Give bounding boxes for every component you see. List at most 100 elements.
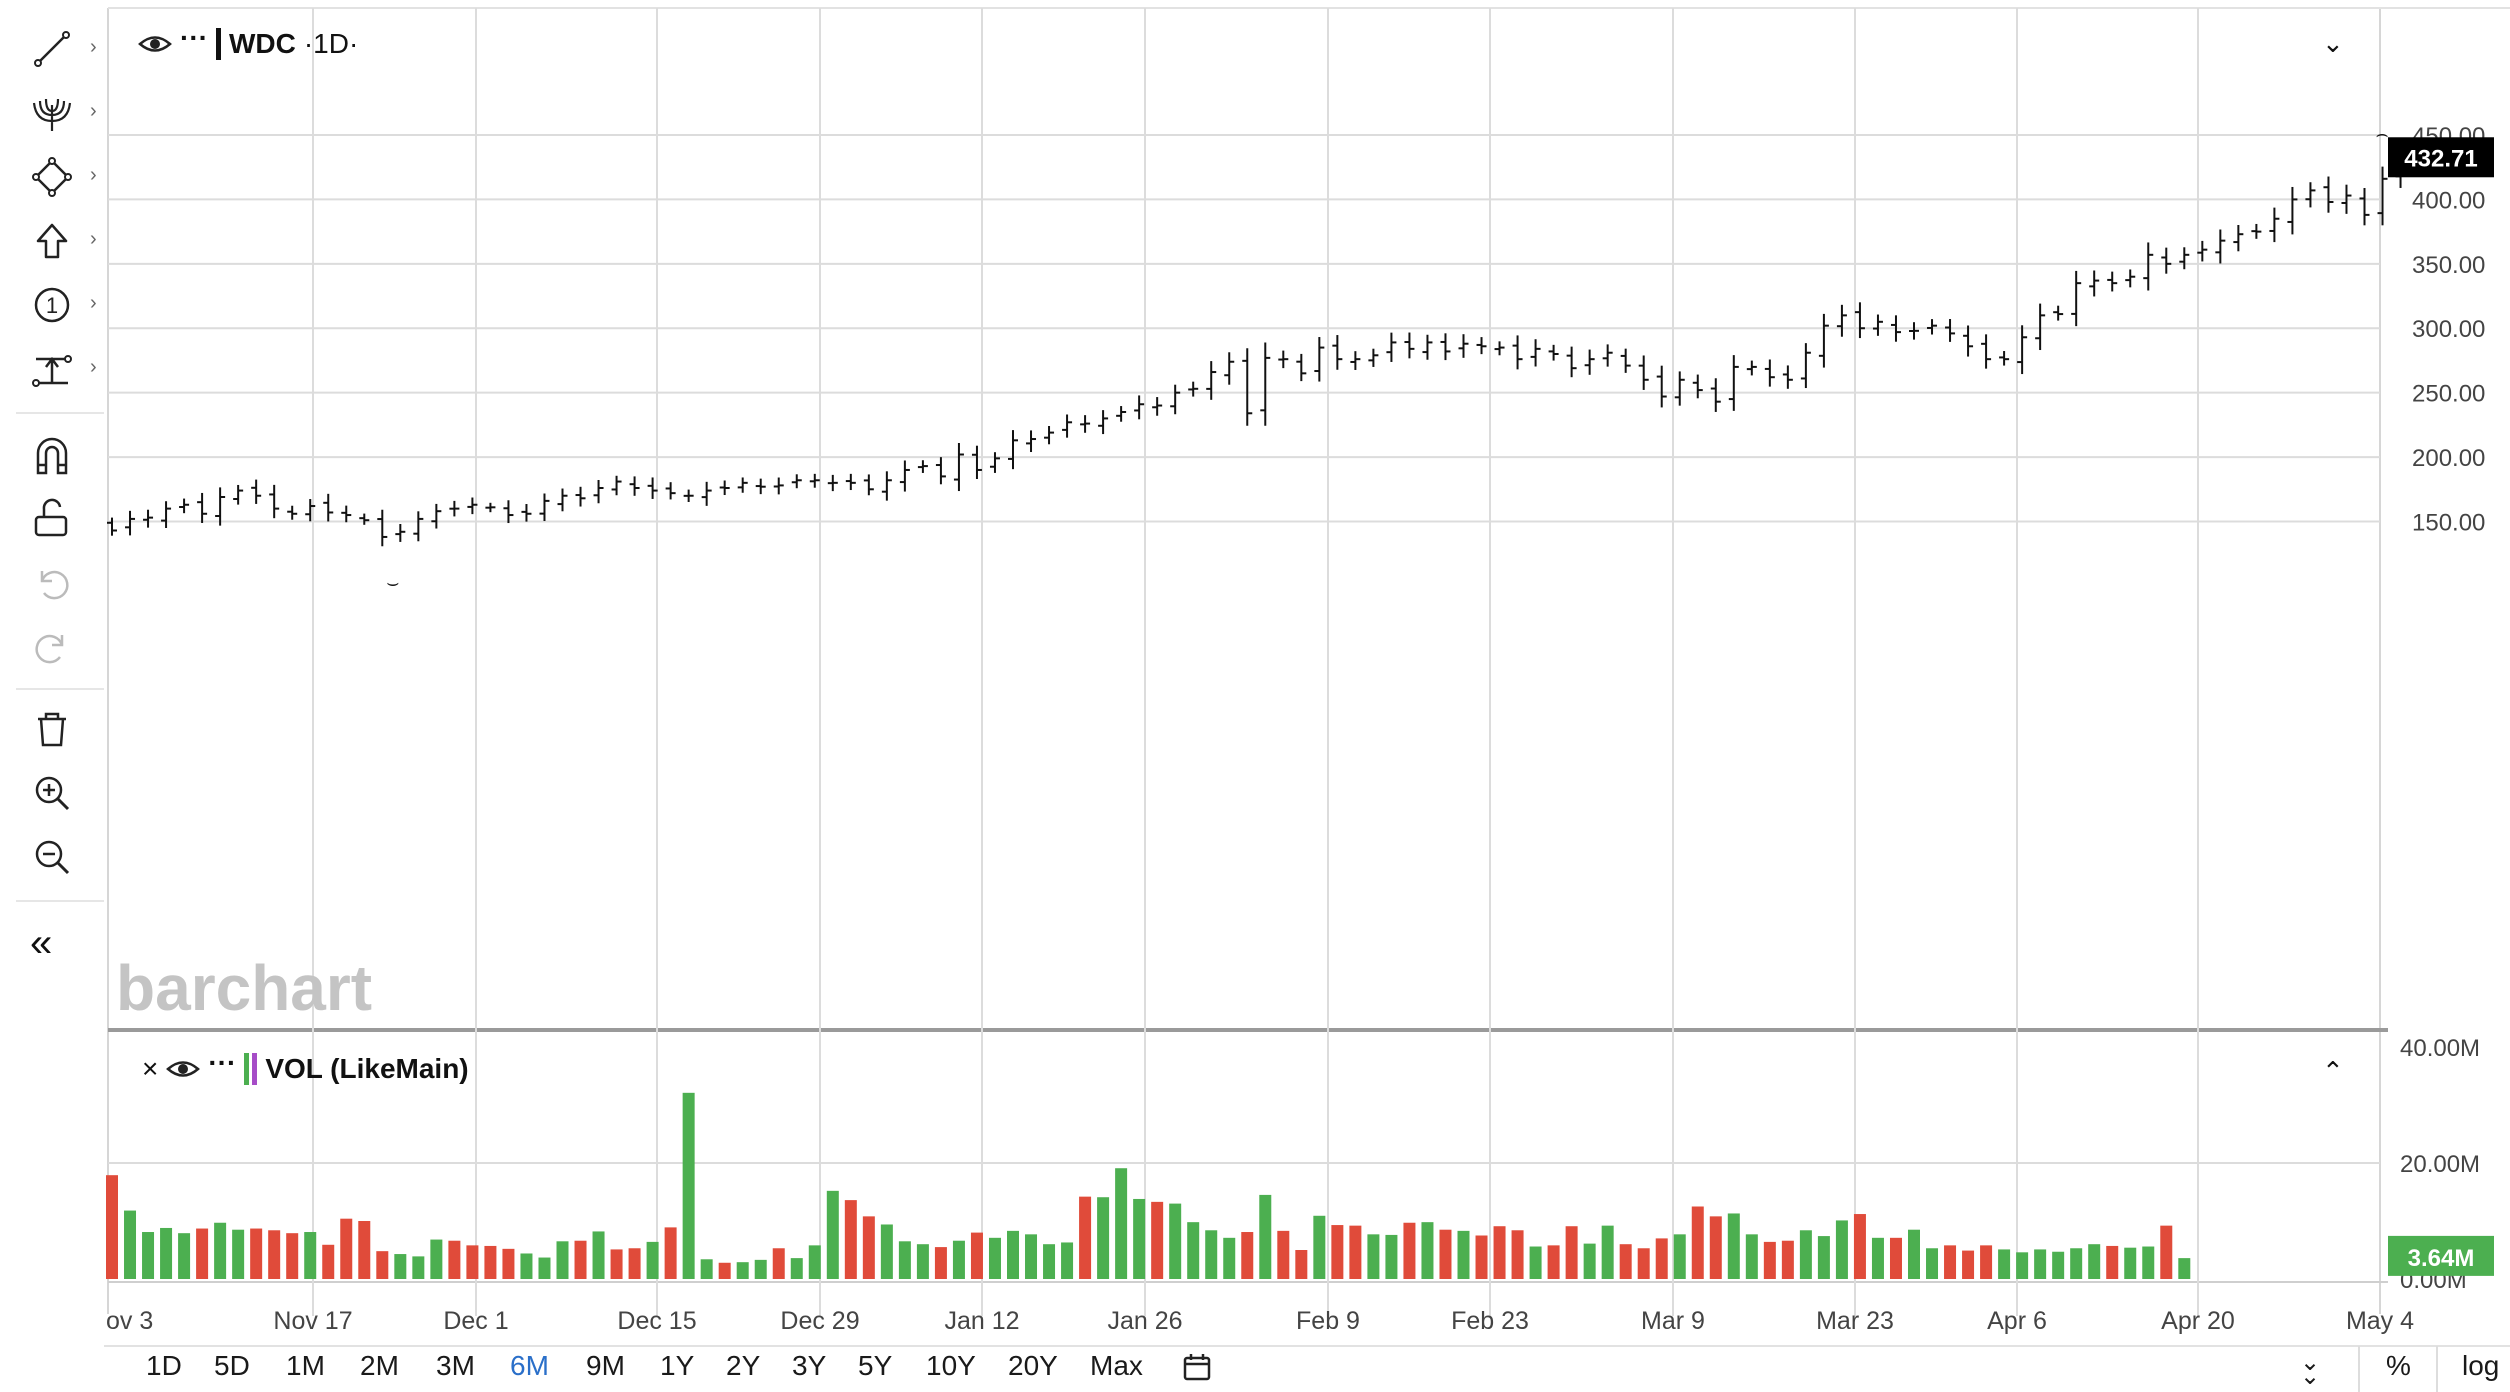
range-button[interactable]: 9M <box>586 1350 625 1381</box>
shapes-tool[interactable]: › <box>30 152 97 202</box>
arrow-tool[interactable]: › <box>30 216 97 266</box>
volume-bar <box>1151 1201 1164 1279</box>
legend-menu-button[interactable]: ··· <box>180 22 208 53</box>
last-volume-label-bg <box>2388 1235 2494 1276</box>
range-button[interactable]: 20Y <box>1008 1350 1058 1381</box>
volume-bar <box>1439 1229 1452 1279</box>
percent-scale-button[interactable]: % <box>2386 1350 2411 1381</box>
close-study-button[interactable]: × <box>142 1053 159 1084</box>
log-scale-button[interactable]: log <box>2462 1350 2500 1381</box>
volume-bar <box>1295 1250 1308 1279</box>
zoom-in-icon <box>35 776 70 811</box>
range-button[interactable]: 3Y <box>792 1350 827 1381</box>
volume-bar <box>628 1248 641 1279</box>
volume-bar <box>1421 1222 1434 1279</box>
volume-bar <box>340 1218 353 1279</box>
range-button-active[interactable]: 6M <box>510 1350 549 1381</box>
volume-bar <box>520 1253 533 1279</box>
volume-bar <box>1079 1196 1092 1279</box>
volume-bar <box>1673 1234 1686 1279</box>
series-color-swatch <box>215 28 221 60</box>
date-tick-label: Feb 9 <box>1296 1307 1360 1335</box>
volume-bar <box>1007 1230 1019 1279</box>
more-options-double-chevron-icon[interactable]: ⌄ ⌄ <box>2300 1349 2321 1390</box>
range-button[interactable]: 1D <box>146 1350 182 1381</box>
volume-bar <box>1097 1197 1110 1279</box>
date-tick-label: Dec 15 <box>617 1307 696 1335</box>
date-axis[interactable]: ov 3 Nov 17 Dec 1 Dec 15 Dec 29 Jan 12 Jan 26 F… <box>106 1307 2414 1335</box>
volume-bars <box>106 1092 2191 1279</box>
double-chevron-left-icon: « <box>30 920 53 965</box>
range-button[interactable]: 1M <box>286 1350 325 1381</box>
range-button[interactable]: 5Y <box>858 1350 893 1381</box>
range-button[interactable]: 3M <box>436 1350 475 1381</box>
legend-menu-button[interactable]: ··· <box>208 1047 237 1078</box>
magnet-button[interactable] <box>30 430 94 480</box>
collapse-volume-chevron-icon[interactable]: ⌃ <box>2322 1056 2344 1086</box>
toolbar-divider <box>16 900 104 902</box>
zoom-out-icon <box>35 840 70 875</box>
volume-bar <box>1043 1244 1056 1279</box>
price-axis[interactable]: 450.00400.00350.00300.00250.00200.00150.… <box>2388 123 2494 536</box>
shapes-tool-icon <box>32 157 72 197</box>
range-button[interactable]: 1Y <box>660 1350 695 1381</box>
lock-button[interactable] <box>30 494 94 544</box>
volume-bar <box>1241 1232 1254 1279</box>
volume-bar <box>574 1240 587 1279</box>
date-tick-label: Mar 9 <box>1641 1307 1705 1335</box>
volume-bar <box>1889 1237 1902 1279</box>
zoom-in-button[interactable] <box>30 768 94 818</box>
collapse-main-chevron-icon[interactable]: ⌄ <box>2322 28 2344 58</box>
volume-bar <box>754 1259 767 1279</box>
eye-icon[interactable] <box>138 33 172 55</box>
calendar-icon[interactable] <box>1182 1352 1212 1382</box>
volume-bar <box>1998 1249 2011 1279</box>
redo-button[interactable] <box>30 622 94 672</box>
volume-tick-label: 20.00M <box>2400 1151 2480 1178</box>
volume-bar <box>2142 1246 2155 1279</box>
volume-bar <box>1583 1243 1596 1279</box>
volume-study-label[interactable]: VOL (LikeMain) <box>265 1053 469 1084</box>
range-button[interactable]: 10Y <box>926 1350 976 1381</box>
range-button[interactable]: 2Y <box>726 1350 761 1381</box>
volume-legend: × ··· VOL (LikeMain) <box>142 1047 469 1085</box>
volume-bar <box>610 1249 623 1279</box>
range-button[interactable]: 2M <box>360 1350 399 1381</box>
price-tick-label: 150.00 <box>2412 509 2485 536</box>
volume-bar <box>1980 1245 1993 1279</box>
measure-tool[interactable]: › <box>30 344 97 394</box>
volume-bar <box>394 1254 407 1279</box>
trend-line-tool[interactable]: › <box>30 24 97 74</box>
price-tick-label: 250.00 <box>2412 381 2485 408</box>
volume-bar <box>1493 1226 1506 1279</box>
volume-bar <box>232 1229 245 1279</box>
symbol-label[interactable]: WDC <box>228 28 296 59</box>
undo-button[interactable] <box>30 558 94 608</box>
price-tick-label: 350.00 <box>2412 252 2485 279</box>
pitchfork-tool[interactable]: › <box>30 88 97 138</box>
expand-chevron-icon: › <box>90 356 97 378</box>
volume-bar <box>1745 1234 1758 1279</box>
date-tick-label: ov 3 <box>106 1307 153 1335</box>
number-marker-tool[interactable]: 1 › <box>30 280 97 330</box>
interval-label[interactable]: ·1D· <box>303 28 359 59</box>
volume-bar <box>160 1227 173 1279</box>
range-button[interactable]: Max <box>1090 1350 1143 1381</box>
delete-drawings-button[interactable] <box>30 704 94 754</box>
volume-bar <box>376 1251 389 1279</box>
range-button[interactable]: 5D <box>214 1350 250 1381</box>
volume-bar <box>2088 1244 2101 1279</box>
volume-bar <box>772 1248 785 1279</box>
date-tick-label: Apr 20 <box>2161 1307 2235 1335</box>
expand-chevron-icon: › <box>90 100 97 122</box>
redo-icon <box>35 634 64 664</box>
eye-icon[interactable] <box>166 1058 201 1080</box>
volume-bar <box>1133 1198 1146 1279</box>
volume-bar <box>952 1240 965 1279</box>
volume-bar <box>1223 1237 1236 1279</box>
zoom-out-button[interactable] <box>30 832 94 882</box>
volume-bar <box>2160 1225 2173 1279</box>
collapse-toolbar-button[interactable]: « <box>30 918 94 968</box>
